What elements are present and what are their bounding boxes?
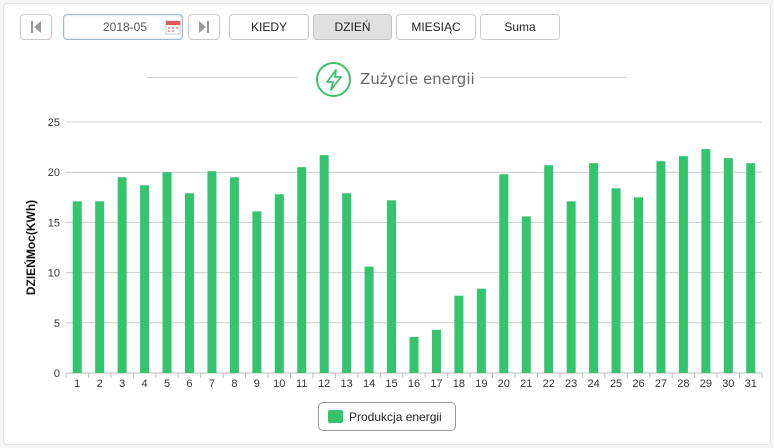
x-tick-label: 29: [700, 378, 712, 390]
x-tick-label: 9: [254, 378, 260, 390]
y-tick-label: 15: [48, 217, 60, 229]
bar[interactable]: [431, 329, 441, 373]
bar[interactable]: [72, 201, 82, 373]
x-tick-label: 10: [273, 378, 285, 390]
x-tick-label: 27: [655, 378, 667, 390]
x-tick-label: 14: [363, 378, 375, 390]
bar[interactable]: [252, 211, 262, 373]
y-axis-ticks: 0 5 10 15 20 25: [48, 117, 60, 380]
bar[interactable]: [364, 266, 374, 373]
bar[interactable]: [746, 163, 756, 373]
x-tick-label: 18: [453, 378, 465, 390]
x-tick-label: 25: [610, 378, 622, 390]
bar[interactable]: [297, 167, 307, 373]
bar[interactable]: [476, 288, 486, 373]
x-tick-label: 1: [74, 378, 80, 390]
x-tick-label: 2: [97, 378, 103, 390]
x-tick-label: 24: [587, 378, 599, 390]
bar[interactable]: [454, 295, 464, 373]
x-tick-label: 3: [119, 378, 125, 390]
x-tick-label: 13: [341, 378, 353, 390]
x-tick-label: 23: [565, 378, 577, 390]
y-axis-label: DZIEŃMoc(KWh): [23, 200, 38, 295]
bar[interactable]: [589, 163, 599, 373]
x-tick-label: 5: [164, 378, 170, 390]
bar[interactable]: [409, 336, 419, 373]
bar[interactable]: [656, 161, 666, 373]
x-tick-label: 19: [475, 378, 487, 390]
next-period-button[interactable]: [188, 14, 220, 40]
bar[interactable]: [521, 216, 531, 373]
x-tick-label: 26: [632, 378, 644, 390]
y-tick-label: 0: [54, 368, 60, 380]
x-tick-label: 12: [318, 378, 330, 390]
legend-label: Produkcja energii: [349, 409, 442, 424]
bar[interactable]: [162, 172, 172, 373]
kiedy-button[interactable]: KIEDY: [229, 14, 309, 40]
chart-title-text: Zużycie energii: [360, 70, 475, 88]
bars: [72, 149, 756, 373]
x-tick-label: 11: [296, 378, 307, 390]
bar[interactable]: [499, 174, 509, 373]
y-tick-label: 10: [48, 268, 60, 280]
bar[interactable]: [342, 193, 352, 373]
bar[interactable]: [544, 165, 554, 373]
suma-button[interactable]: Suma: [480, 14, 560, 40]
x-tick-label: 4: [142, 378, 148, 390]
x-tick-label: 28: [677, 378, 689, 390]
x-tick-label: 16: [408, 378, 420, 390]
x-tick-label: 21: [520, 378, 532, 390]
bar[interactable]: [634, 197, 644, 373]
skip-next-icon: [199, 21, 209, 33]
bar[interactable]: [95, 201, 105, 373]
title-divider-right: [480, 77, 627, 78]
title-icon-circle: [316, 62, 351, 97]
chart-title: Zużycie energii: [0, 62, 774, 98]
bar[interactable]: [678, 156, 688, 373]
bar[interactable]: [207, 171, 217, 373]
y-tick-label: 20: [48, 167, 60, 179]
bar[interactable]: [117, 177, 127, 373]
x-tick-label: 22: [543, 378, 555, 390]
bar[interactable]: [611, 188, 621, 373]
y-tick-label: 5: [54, 318, 60, 330]
x-axis-ticks: 1 2 3 4 5 6 7 8 9 10 11 12 13 14 15 16 17 18 19 20 21 22 23 24 2…: [65, 373, 763, 390]
bar[interactable]: [229, 177, 239, 373]
date-input[interactable]: [63, 14, 183, 40]
skip-previous-icon: [31, 21, 41, 33]
bar[interactable]: [387, 200, 397, 373]
x-tick-label: 6: [186, 378, 192, 390]
x-tick-label: 15: [385, 378, 397, 390]
x-tick-label: 17: [430, 378, 442, 390]
bar[interactable]: [566, 201, 576, 373]
prev-period-button[interactable]: [20, 14, 52, 40]
miesiac-button[interactable]: MIESIĄC: [396, 14, 476, 40]
dzien-button[interactable]: DZIEŃ: [313, 14, 392, 40]
bar[interactable]: [184, 193, 194, 373]
bar[interactable]: [274, 194, 284, 373]
y-tick-label: 25: [48, 117, 60, 129]
bar[interactable]: [140, 185, 150, 373]
x-tick-label: 31: [745, 378, 757, 390]
lightning-bolt-icon: [325, 68, 342, 91]
bar[interactable]: [319, 155, 329, 373]
x-tick-label: 30: [722, 378, 734, 390]
x-tick-label: 8: [231, 378, 237, 390]
legend-swatch: [328, 410, 343, 423]
bar[interactable]: [701, 149, 711, 373]
bar[interactable]: [723, 158, 733, 373]
calendar-icon[interactable]: [165, 19, 181, 35]
x-tick-label: 20: [498, 378, 510, 390]
legend[interactable]: Produkcja energii: [318, 402, 456, 431]
x-tick-label: 7: [209, 378, 215, 390]
title-divider-left: [147, 77, 297, 78]
